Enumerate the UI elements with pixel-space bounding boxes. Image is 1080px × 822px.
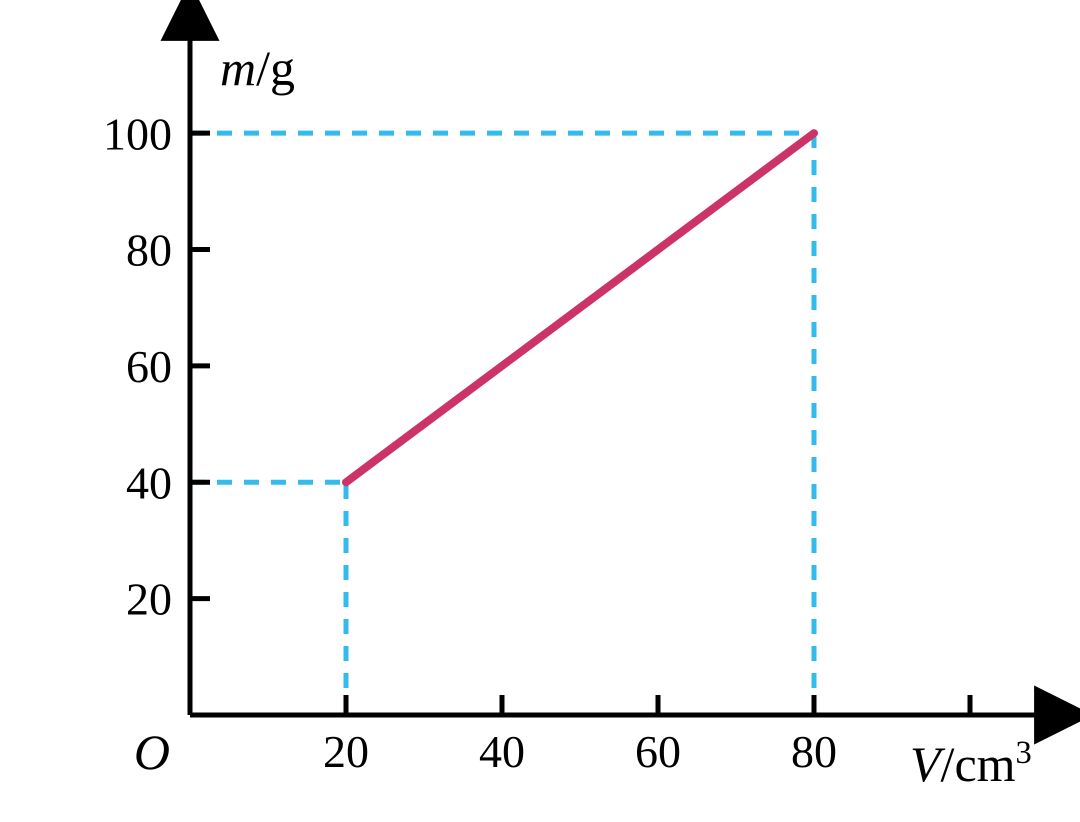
origin-label: O <box>134 724 170 780</box>
y-tick-label: 60 <box>126 341 172 392</box>
x-tick-label: 60 <box>635 726 681 777</box>
y-tick-label: 100 <box>103 108 172 159</box>
y-tick-label: 40 <box>126 457 172 508</box>
x-tick-label: 80 <box>791 726 837 777</box>
mass-volume-chart: 20 40 60 80 20 40 60 80 100 Om/g V/cm3 <box>0 0 1080 822</box>
y-tick-label: 80 <box>126 225 172 276</box>
y-axis-label: m/g <box>220 40 295 96</box>
x-tick-label: 20 <box>323 726 369 777</box>
y-tick-label: 20 <box>126 574 172 625</box>
x-axis-label: V/cm3 <box>910 735 1032 792</box>
x-tick-label: 40 <box>479 726 525 777</box>
